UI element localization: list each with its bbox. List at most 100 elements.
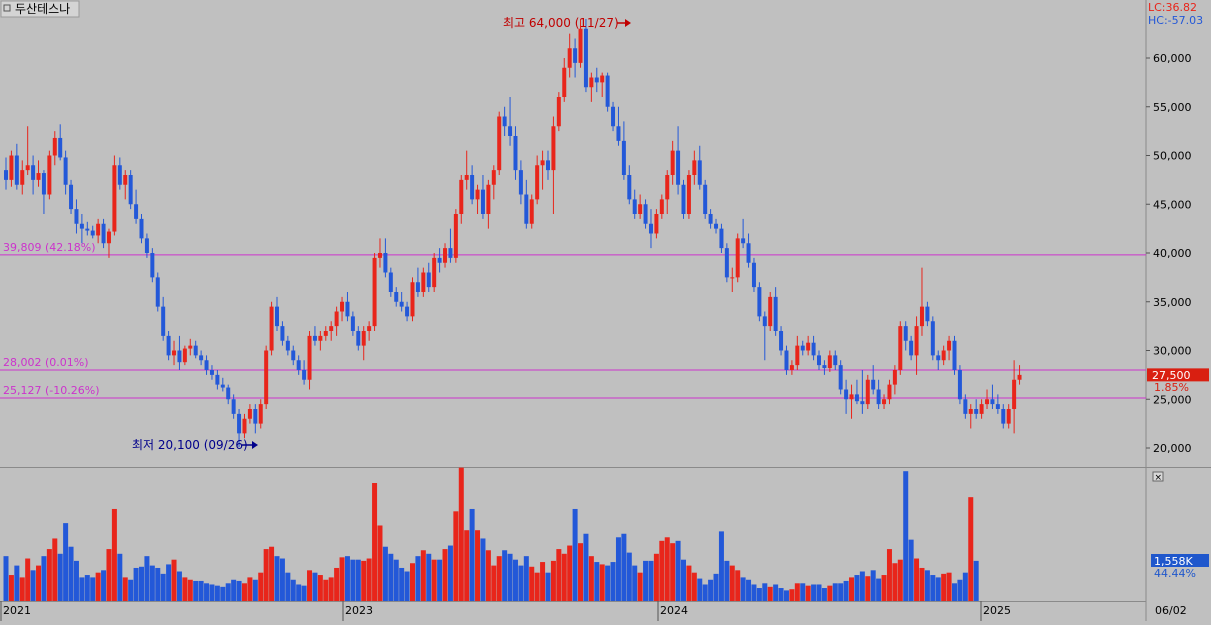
volume-bar <box>681 559 686 601</box>
candle <box>681 179 686 219</box>
close-icon: × <box>1155 473 1163 483</box>
volume-bar <box>366 558 372 601</box>
candle <box>134 189 139 224</box>
candle <box>746 233 751 268</box>
volume-bar <box>344 556 350 601</box>
volume-bar <box>68 546 74 601</box>
volume-tag-label: 1,558K <box>1154 555 1193 568</box>
y-tick-label: 35,000 <box>1153 296 1192 309</box>
volume-bar <box>572 508 578 601</box>
candle <box>800 340 805 356</box>
candle <box>751 257 756 292</box>
candle <box>144 233 149 258</box>
guide-line-label: 28,002 (0.01%) <box>3 356 89 369</box>
volume-bar <box>453 511 459 601</box>
volume-bar <box>919 567 925 601</box>
candle <box>632 189 637 219</box>
candle <box>686 170 691 219</box>
candle <box>275 296 279 331</box>
volume-bar <box>155 567 161 601</box>
volume-bar <box>518 565 524 601</box>
x-tick-label: 2021 <box>3 604 31 617</box>
candle <box>161 296 166 341</box>
volume-bar <box>274 556 280 601</box>
volume-bar <box>437 559 443 601</box>
candle <box>535 155 540 205</box>
candle <box>860 370 865 414</box>
low-annotation-label: 최저 20,100 (09/26) <box>132 438 248 452</box>
candle <box>14 143 19 190</box>
volume-bar <box>843 580 849 601</box>
candle <box>806 335 811 356</box>
candle <box>177 335 182 370</box>
candle <box>1001 404 1006 429</box>
volume-bar <box>854 575 860 601</box>
candle <box>172 340 177 366</box>
candle <box>302 360 307 385</box>
volume-bar <box>751 584 757 601</box>
candle <box>399 292 404 312</box>
volume-bar <box>426 553 432 601</box>
candle <box>919 267 924 336</box>
volume-bar <box>816 584 822 601</box>
candle <box>285 335 290 356</box>
volume-bar <box>740 577 746 601</box>
candle <box>166 331 171 361</box>
volume-panel-close-button[interactable] <box>1152 471 1164 482</box>
volume-bar <box>827 585 833 601</box>
title-box[interactable] <box>0 0 80 18</box>
candle <box>838 360 843 395</box>
candle <box>892 365 897 395</box>
volume-bar <box>90 577 96 601</box>
volume-bar <box>393 559 399 601</box>
candle <box>887 379 892 405</box>
candle <box>605 72 610 112</box>
volume-bar <box>496 556 502 601</box>
candle <box>188 338 193 356</box>
volume-bar <box>908 539 914 601</box>
y-tick-label: 25,000 <box>1153 393 1192 406</box>
candle <box>670 140 675 185</box>
volume-bar <box>241 583 247 601</box>
volume-bar <box>14 565 20 601</box>
volume-bar <box>231 579 237 601</box>
candle <box>540 150 545 190</box>
volume-bar <box>382 546 388 601</box>
volume-bar <box>464 530 470 601</box>
volume-bar <box>914 558 920 601</box>
volume-bar <box>431 559 437 601</box>
candle <box>600 72 605 97</box>
volume-bar <box>691 572 697 601</box>
candle <box>643 199 648 229</box>
y-tick-label: 40,000 <box>1153 247 1192 260</box>
x-tick-label: 2023 <box>345 604 373 617</box>
volume-bar <box>778 588 784 601</box>
price-panel[interactable] <box>0 0 1146 467</box>
y-tick-label: 50,000 <box>1153 150 1192 163</box>
volume-bar <box>903 471 909 601</box>
candle <box>659 194 664 219</box>
candle <box>518 160 523 205</box>
candle <box>47 150 52 200</box>
volume-bar <box>176 571 182 601</box>
candle <box>627 165 632 205</box>
volume-bar <box>160 573 166 601</box>
volume-bar <box>713 573 719 601</box>
volume-bar <box>821 588 827 601</box>
volume-bar <box>794 583 800 601</box>
candle <box>822 360 827 375</box>
volume-bar <box>252 579 258 601</box>
volume-bar <box>258 572 264 601</box>
candle <box>41 170 46 214</box>
volume-bar <box>469 508 475 601</box>
volume-bar <box>594 562 600 601</box>
volume-bar <box>968 497 974 601</box>
candle <box>421 267 426 297</box>
candle <box>432 253 437 292</box>
volume-bar <box>8 575 14 601</box>
volume-bar <box>697 578 703 601</box>
candle <box>334 306 339 336</box>
candle <box>323 326 328 341</box>
